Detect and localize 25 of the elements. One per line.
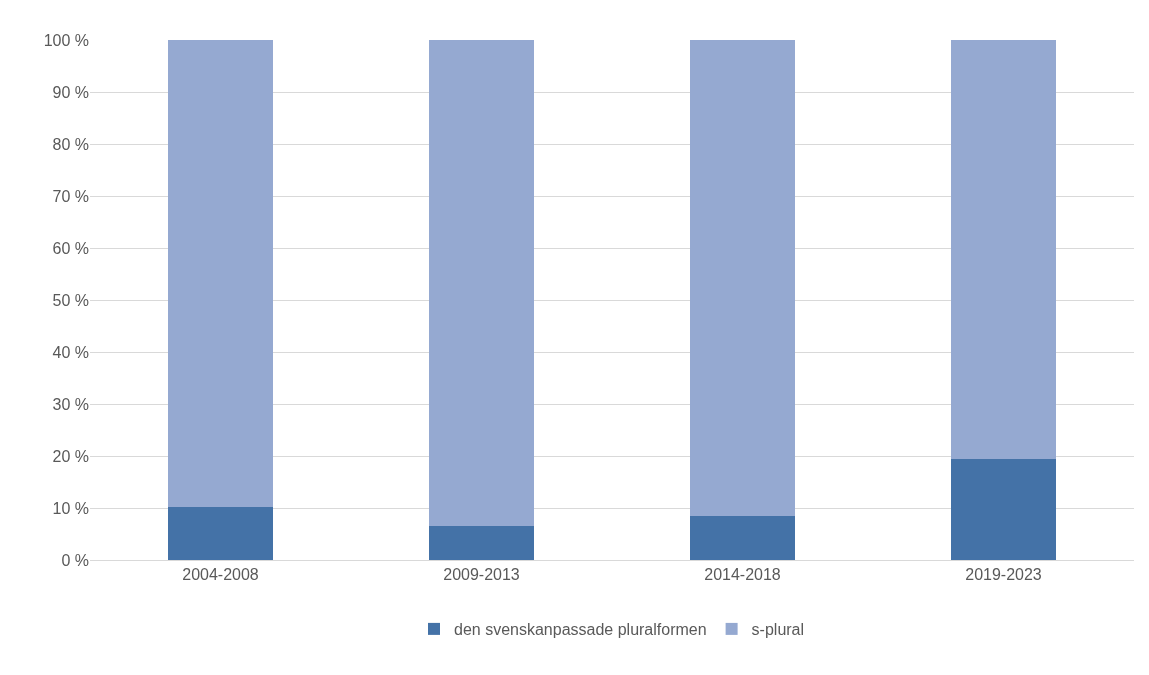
y-tick-label: 20 % <box>52 447 89 465</box>
y-tick-label: 50 % <box>52 291 89 309</box>
bar <box>690 40 795 516</box>
bar <box>690 515 795 560</box>
x-tick-label: 2004-2008 <box>182 566 259 584</box>
y-tick-label: 10 % <box>52 499 89 517</box>
legend-label: s-plural <box>751 621 805 639</box>
bar <box>168 507 273 560</box>
y-tick-label: 40 % <box>52 343 89 361</box>
bar <box>951 40 1056 460</box>
x-tick-label: 2019-2023 <box>965 566 1042 584</box>
bar <box>951 459 1056 560</box>
y-tick-label: 30 % <box>52 395 89 413</box>
y-tick-label: 70 % <box>52 187 89 205</box>
bar <box>429 40 534 527</box>
y-tick-label: 100 % <box>43 31 89 49</box>
y-tick-label: 90 % <box>52 83 89 101</box>
legend-label: den svenskanpassade pluralformen <box>454 621 707 639</box>
x-tick-label: 2014-2018 <box>704 566 781 584</box>
y-tick-label: 0 % <box>61 551 89 569</box>
y-tick-label: 60 % <box>52 239 89 257</box>
y-tick-label: 80 % <box>52 135 89 153</box>
bar <box>168 40 273 508</box>
bar <box>429 526 534 560</box>
x-tick-label: 2009-2013 <box>443 566 520 584</box>
